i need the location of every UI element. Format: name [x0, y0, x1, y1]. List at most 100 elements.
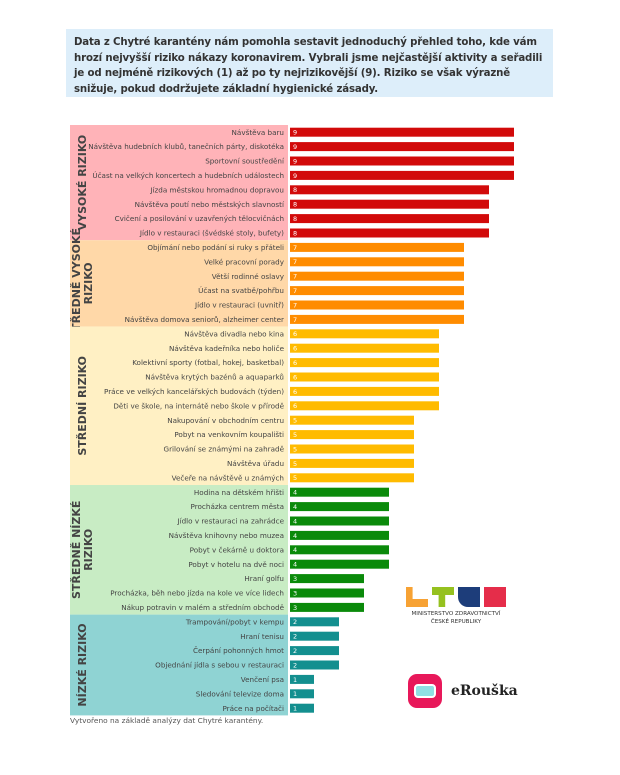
category-label: Hraní tenisu [240, 632, 284, 641]
category-label: Pobyt na venkovním koupališti [174, 430, 284, 439]
category-label: Návštěva hudebních klubů, tanečních párt… [88, 142, 284, 151]
chart-row: Objednání jídla s sebou v restauraci 2 [155, 660, 339, 670]
ministry-name-line2: ČESKÉ REPUBLIKY [430, 619, 482, 625]
chart-row: Nákup potravin v malém a středním obchod… [121, 602, 364, 612]
bar [290, 631, 339, 641]
category-label: Jídlo v restauraci na zahrádce [176, 517, 284, 526]
chart-row: Návštěva domova seniorů, alzheimer cente… [125, 314, 464, 324]
chart-row: Procházka centrem města 4 [191, 502, 389, 511]
chart-row: Návštěva hudebních klubů, tanečních párt… [88, 142, 514, 151]
category-label: Hraní golfu [244, 574, 284, 583]
chart-row: Cvičení a posilování v uzavřených tělocv… [115, 214, 489, 223]
ministry-logo: MINISTERSTVO ZDRAVOTNICTVÍ ČESKÉ REPUBLI… [404, 587, 514, 626]
bar [290, 314, 464, 324]
value-label: 4 [293, 561, 297, 569]
intro-text: Data z Chytré karantény nám pomohla sest… [66, 29, 553, 97]
group-title: STŘEDNÍ RIZIKO [76, 356, 89, 456]
bar [290, 242, 464, 252]
bar [290, 358, 439, 368]
category-label: Hodina na dětském hřišti [194, 488, 284, 497]
category-label: Práce na počítači [222, 704, 284, 713]
value-label: 5 [293, 417, 297, 425]
bar [290, 156, 514, 166]
logo-block-green-icon [432, 587, 454, 607]
value-label: 6 [293, 345, 297, 353]
chart-row: Hodina na dětském hřišti 4 [194, 487, 389, 497]
value-label: 7 [293, 316, 297, 324]
value-label: 2 [293, 647, 297, 655]
chart-row: Sledování televize doma 1 [196, 689, 314, 698]
category-label: Procházka centrem města [191, 502, 284, 511]
bar [290, 199, 489, 209]
chart-row: Grilování se známými na zahradě 5 [164, 444, 414, 454]
chart-row: Pobyt v čekárně u doktora 4 [190, 545, 389, 554]
value-label: 5 [293, 474, 297, 482]
category-label: Večeře na návštěvě u známých [172, 473, 284, 482]
value-label: 9 [293, 157, 297, 165]
bar [290, 300, 464, 310]
value-label: 1 [293, 676, 297, 684]
category-label: Nákup potravin v malém a středním obchod… [121, 603, 284, 612]
logo-block-red-icon [484, 587, 506, 607]
group-background [70, 326, 288, 485]
category-label: Sportovní soustředění [205, 157, 285, 166]
chart-row: Venčení psa 1 [241, 674, 314, 684]
category-label: Jídlo v restauraci (uvnitř) [194, 301, 284, 310]
category-label: Návštěva úřadu [227, 459, 284, 468]
group-title: NÍZKÉ RIZIKO [76, 623, 89, 706]
chart-row: Práce na počítači 1 [222, 703, 314, 713]
bar [290, 329, 439, 339]
category-label: Návštěva krytých bazénů a aquaparků [145, 373, 284, 382]
category-label: Sledování televize doma [196, 689, 284, 698]
category-label: Objednání jídla s sebou v restauraci [155, 661, 284, 670]
risk-group: NÍZKÉ RIZIKO Trampování/pobyt v kempu 2 Hra… [70, 614, 339, 716]
value-label: 7 [293, 273, 297, 281]
risk-group: VYSOKÉ RIZIKO Návštěva baru 9 Návštěva hude… [70, 125, 514, 241]
bar [290, 617, 339, 627]
category-label: Návštěva poutí nebo městských slavností [135, 200, 285, 209]
bar [290, 286, 464, 296]
bar [290, 545, 389, 555]
chart-row: Práce ve velkých kancelářských budovách … [104, 386, 439, 396]
chart-row: Hraní tenisu 2 [240, 631, 339, 641]
chart-row: Hraní golfu 3 [244, 574, 364, 583]
chart-row: Větší rodinné oslavy 7 [212, 271, 464, 281]
chart-row: Návštěva baru 9 [232, 127, 514, 137]
chart-row: Objímání nebo podání si ruky s přáteli 7 [147, 242, 464, 252]
chart-row: Jídlo v restauraci na zahrádce 4 [176, 516, 389, 526]
bar [290, 588, 364, 598]
bar [290, 127, 514, 137]
group-title: STŘEDNĚ VYSOKÉRIZIKO [70, 228, 95, 339]
chart-row: Návštěva kadeřníka nebo holiče 6 [169, 343, 439, 353]
risk-group: STŘEDNĚ VYSOKÉRIZIKO Objímání nebo podání… [70, 228, 464, 339]
category-label: Objímání nebo podání si ruky s přáteli [147, 243, 284, 252]
chart-row: Jízda městskou hromadnou dopravou 8 [149, 185, 489, 194]
value-label: 2 [293, 661, 297, 669]
category-label: Návštěva baru [232, 128, 284, 137]
value-label: 3 [293, 575, 297, 583]
value-label: 4 [293, 489, 297, 497]
bar [290, 458, 414, 468]
value-label: 6 [293, 330, 297, 338]
bar [290, 372, 439, 382]
bar [290, 271, 464, 281]
category-label: Návštěva divadla nebo kina [184, 329, 284, 338]
chart-row: Sportovní soustředění 9 [205, 156, 514, 166]
value-label: 3 [293, 604, 297, 612]
chart-row: Trampování/pobyt v kempu 2 [185, 617, 339, 626]
value-label: 6 [293, 388, 297, 396]
value-label: 9 [293, 172, 297, 180]
value-label: 3 [293, 589, 297, 597]
category-label: Účast na svatbě/pohřbu [198, 286, 284, 295]
chart-row: Účast na svatbě/pohřbu 7 [198, 286, 464, 295]
chart-row: Nakupování v obchodním centru 5 [167, 415, 414, 425]
erouska-app-name: eRouška [451, 683, 518, 699]
value-label: 4 [293, 503, 297, 511]
ministry-name-line1: MINISTERSTVO ZDRAVOTNICTVÍ [411, 611, 501, 617]
value-label: 7 [293, 258, 297, 266]
group-background [70, 240, 288, 327]
value-label: 8 [293, 215, 297, 223]
logo-block-orange-icon [406, 587, 428, 607]
logo-block-blue-icon [458, 587, 480, 607]
